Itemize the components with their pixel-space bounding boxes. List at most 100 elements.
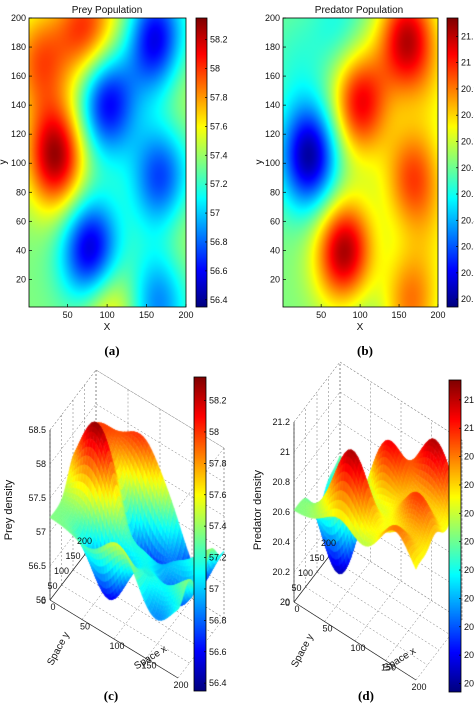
x-tick-label: 150	[139, 310, 154, 320]
colorbar-tick-label: 20.8	[464, 480, 474, 490]
panel-a-heatmap-fo	[29, 18, 186, 307]
colorbar-tick-label: 20.5	[461, 189, 474, 199]
y-tick-label: 120	[11, 129, 26, 139]
x-tick-label: 0	[294, 604, 299, 614]
panel-a: Prey Population 50 100 150 200 20 40 60 80 100 12…	[0, 5, 228, 358]
y-tick-label: 100	[265, 158, 280, 168]
colorbar-tick-label: 57.4	[210, 150, 228, 160]
colorbar-tick-label: 57.6	[209, 490, 227, 500]
z-tick-label: 57	[36, 527, 46, 537]
colorbar-tick-label: 20.5	[464, 565, 474, 575]
y-tick-label: 200	[77, 536, 92, 546]
x-tick-label: 150	[381, 663, 396, 673]
colorbar-tick-label: 20.2	[464, 650, 474, 660]
y-tick-label: 200	[11, 13, 26, 23]
y-tick-label: 140	[265, 100, 280, 110]
panel-a-ylabel: y	[0, 160, 9, 165]
panel-d-colorbar-fo	[449, 380, 461, 692]
panel-a-heatmap	[29, 18, 186, 307]
panel-b-ylabel: y	[254, 160, 265, 165]
y-tick-label: 150	[309, 553, 324, 563]
colorbar-tick-label: 56.8	[210, 237, 228, 247]
panel-a-axis-ticks: 50 100 150 200 20 40 60 80 100 120 140 160 180 200	[11, 13, 194, 320]
panel-a-title: Prey Population	[72, 5, 143, 16]
panel-a-colorbar-fo	[196, 18, 207, 307]
panel-c: 0501001502000501001502005656.55757.55858…	[0, 369, 237, 703]
colorbar-tick-label: 57.8	[209, 458, 227, 468]
colorbar-tick-label: 57	[210, 208, 220, 218]
colorbar-tick-label: 20.3	[464, 622, 474, 632]
colorbar-tick-label: 21.1	[461, 31, 474, 41]
x-tick-label: 50	[80, 622, 90, 632]
panel-d-colorbar	[449, 380, 461, 692]
z-tick-label: 57.5	[28, 493, 46, 503]
panel-d-surface-fo	[237, 370, 449, 670]
z-tick-label: 56	[36, 595, 46, 605]
colorbar-tick-label: 57.2	[209, 553, 227, 563]
x-tick-label: 50	[316, 310, 326, 320]
colorbar-tick-label: 57	[209, 584, 219, 594]
panel-d-colorbar-ticks: 20.1 20.2 20.3 20.4 20.5 20.6 20.7 20.8 20.9 21 21…	[459, 395, 474, 688]
panel-d-axis-ticks: 0501001502000501001502002020.220.420.620…	[272, 417, 426, 692]
colorbar-tick-label: 57.6	[210, 121, 228, 131]
colorbar-tick-label: 20.2	[461, 268, 474, 278]
colorbar-tick-label: 21	[464, 423, 474, 433]
panel-b-xlabel: X	[357, 322, 364, 333]
panel-b-caption: (b)	[357, 343, 373, 358]
x-tick-label: 100	[109, 641, 124, 651]
y-tick-label: 50	[291, 583, 301, 593]
x-tick-label: 0	[50, 602, 55, 612]
colorbar-tick-label: 20.6	[464, 537, 474, 547]
colorbar-tick-label: 20.9	[464, 452, 474, 462]
panel-b-colorbar-ticks: 20.1 20.2 20.3 20.4 20.5 20.6 20.7 20.8 20.9 21 21…	[456, 31, 474, 304]
y-tick-label: 100	[11, 158, 26, 168]
panel-c-colorbar-frame	[193, 376, 207, 692]
z-tick-label: 20.8	[272, 477, 290, 487]
z-tick-label: 56.5	[28, 561, 46, 571]
y-tick-label: 60	[16, 216, 26, 226]
colorbar-tick-label: 20.8	[461, 110, 474, 120]
panel-c-colorbar-ticks: 56.4 56.6 56.8 57 57.2 57.4 57.6 57.8 58 58.2	[204, 396, 227, 688]
x-tick-label: 50	[63, 310, 73, 320]
y-tick-label: 0	[285, 598, 290, 608]
x-tick-label: 200	[173, 680, 188, 690]
panel-d: 0501001502000501001502002020.220.420.620…	[237, 361, 474, 703]
y-tick-label: 150	[65, 551, 80, 561]
colorbar-tick-label: 56.8	[209, 615, 227, 625]
z-tick-label: 20.6	[272, 507, 290, 517]
y-tick-label: 50	[47, 581, 57, 591]
colorbar-tick-label: 56.4	[210, 295, 228, 305]
panel-d-zlabel: Predator density	[252, 469, 264, 550]
colorbar-tick-label: 58.2	[209, 396, 227, 406]
panel-a-plot-frame	[28, 17, 187, 308]
z-tick-label: 20	[280, 597, 290, 607]
colorbar-tick-label: 56.6	[209, 647, 227, 657]
y-tick-label: 200	[321, 538, 336, 548]
colorbar-tick-label: 57.2	[210, 179, 228, 189]
y-tick-label: 60	[270, 216, 280, 226]
y-tick-label: 20	[270, 274, 280, 284]
colorbar-tick-label: 20.4	[461, 215, 474, 225]
panel-a-xlabel: X	[104, 322, 111, 333]
colorbar-tick-label: 20.7	[461, 136, 474, 146]
y-tick-label: 20	[16, 274, 26, 284]
colorbar-tick-label: 20.3	[461, 242, 474, 252]
y-tick-label: 140	[11, 100, 26, 110]
x-tick-label: 150	[392, 310, 407, 320]
x-tick-label: 200	[178, 310, 193, 320]
panel-b-plot-frame	[282, 17, 439, 308]
panel-c-colorbar	[194, 377, 206, 691]
x-tick-label: 100	[350, 643, 365, 653]
y-tick-label: 200	[265, 13, 280, 23]
panel-b-colorbar-fo	[447, 18, 458, 307]
colorbar-tick-label: 21	[461, 58, 471, 68]
y-tick-label: 0	[41, 596, 46, 606]
panel-d-caption: (d)	[358, 688, 374, 703]
colorbar-tick-label: 58	[209, 427, 219, 437]
colorbar-tick-label: 57.4	[209, 521, 227, 531]
colorbar-tick-label: 20.6	[461, 163, 474, 173]
y-tick-label: 100	[54, 566, 69, 576]
y-tick-label: 80	[270, 187, 280, 197]
panel-c-caption: (c)	[104, 688, 118, 703]
